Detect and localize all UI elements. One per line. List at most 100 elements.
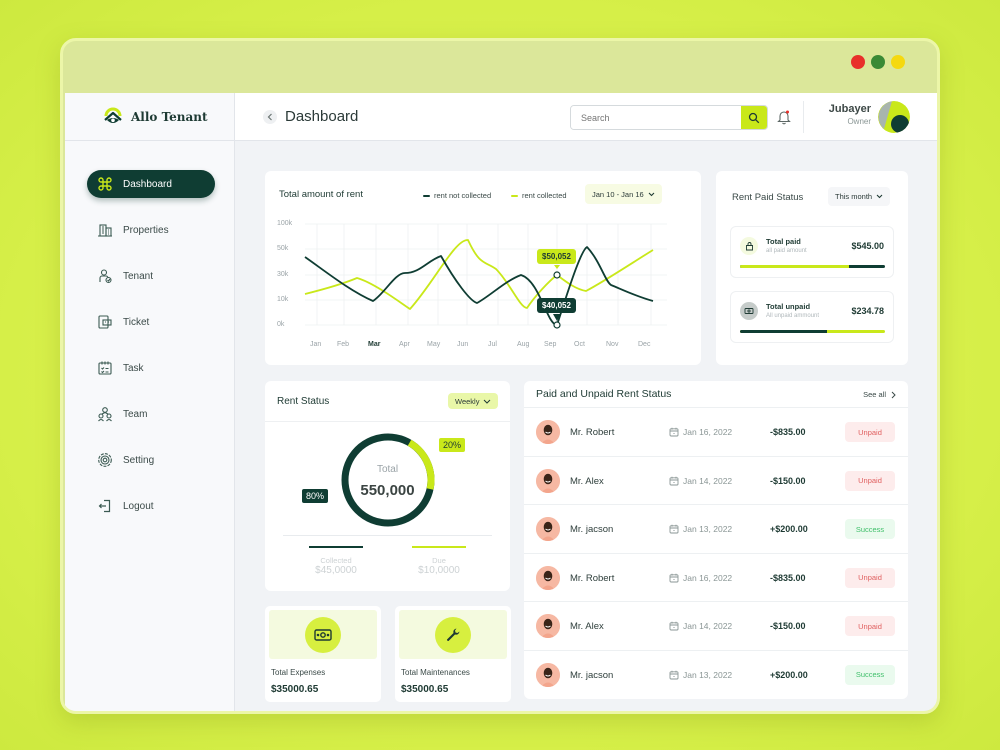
tenant-user-icon (99, 269, 112, 284)
sidebar-nav: Dashboard Properties Tenant (87, 170, 215, 538)
bag-icon-wrap (740, 237, 758, 255)
payment-date: Jan 14, 2022 (683, 621, 733, 631)
tenant-name: Mr. jacson (570, 669, 614, 681)
sidebar-item-ticket[interactable]: Ticket (87, 308, 215, 336)
cash-icon (744, 308, 754, 314)
app-container: Allo Tenant Dashboard Properties (65, 93, 937, 711)
avatar (536, 517, 560, 541)
series-rent-collected (304, 239, 654, 310)
series-rent-not-collected (304, 246, 654, 326)
total-paid-label: Total paid (766, 237, 801, 246)
back-button[interactable] (263, 109, 277, 124)
mini-card-banner (399, 610, 507, 659)
chevron-down-icon (648, 192, 655, 196)
period-value: This month (835, 192, 873, 201)
total-unpaid-amount: $234.78 (851, 306, 884, 316)
cash-icon-wrap (740, 302, 758, 320)
sidebar-item-logout[interactable]: Logout (87, 492, 215, 520)
rent-line-chart[interactable] (265, 171, 701, 365)
sidebar-item-task[interactable]: Task (87, 354, 215, 382)
sidebar-item-team[interactable]: Team (87, 400, 215, 428)
row-date: Jan 13, 2022 (669, 670, 732, 680)
collected-bar (309, 546, 363, 548)
date-range-select[interactable]: Jan 10 - Jan 16 (585, 184, 662, 204)
total-paid-sublabel: all paid amount (766, 248, 807, 254)
person-avatar-icon (536, 517, 560, 541)
payment-amount: -$150.00 (770, 621, 806, 631)
header-divider (803, 101, 804, 133)
rent-status-donut[interactable] (338, 430, 438, 530)
table-row[interactable]: Mr. jacson Jan 13, 2022 +$200.00 Success (524, 649, 908, 698)
payment-date: Jan 14, 2022 (683, 475, 733, 486)
sidebar-item-dashboard[interactable]: Dashboard (87, 170, 215, 198)
avatar (536, 565, 560, 590)
total-expenses-card[interactable]: Total Expenses $35000.65 (265, 606, 381, 702)
sidebar-item-setting[interactable]: Setting (87, 446, 215, 474)
search-input[interactable] (571, 106, 741, 129)
rent-status-period-select[interactable]: Weekly (448, 393, 499, 409)
table-row[interactable]: Mr. jacson Jan 13, 2022 +$200.00 Success (524, 504, 908, 552)
tenant-name: Mr. Robert (570, 427, 615, 438)
y-tick: 0k (277, 321, 285, 328)
collected-percent-badge: 80% (302, 489, 329, 503)
user-info[interactable]: Jubayer Owner (825, 103, 871, 126)
due-percent-badge: 20% (439, 438, 466, 452)
table-row[interactable]: Mr. Robert Jan 16, 2022 -$835.00 Unpaid (524, 407, 908, 455)
mini-card-value: $35000.65 (271, 684, 319, 695)
legend-swatch (423, 194, 430, 197)
table-row[interactable]: Mr. Alex Jan 14, 2022 -$150.00 Unpaid (524, 601, 908, 649)
chevron-down-icon (876, 194, 883, 199)
see-all-label: See all (863, 390, 886, 399)
close-window-dot[interactable] (851, 55, 865, 69)
payment-amount: -$835.00 (770, 572, 806, 583)
maximize-window-dot[interactable] (891, 55, 905, 69)
y-tick: 10k (277, 296, 289, 303)
page-title: Dashboard (285, 108, 359, 125)
chevron-left-icon (267, 113, 272, 120)
mini-card-icon-circle (435, 617, 471, 653)
status-badge: Unpaid (845, 470, 895, 491)
collected-value: $45,0000 (315, 565, 357, 576)
user-avatar[interactable] (878, 101, 910, 133)
point-marker (553, 321, 561, 329)
calendar-icon (669, 524, 679, 534)
avatar (536, 468, 560, 493)
x-tick: Aug (517, 341, 530, 348)
calendar-icon (669, 573, 679, 582)
status-badge: Unpaid (845, 616, 895, 636)
total-maintenances-card[interactable]: Total Maintenances $35000.65 (395, 606, 511, 702)
x-tick: Jul (488, 341, 497, 348)
mini-card-label: Total Maintenances (401, 668, 470, 677)
table-row[interactable]: Mr. Alex Jan 14, 2022 -$150.00 Unpaid (524, 455, 908, 504)
x-tick: Apr (399, 341, 410, 348)
minimize-window-dot[interactable] (871, 55, 885, 69)
brand-name: Allo Tenant (131, 109, 208, 124)
row-date: Jan 16, 2022 (669, 573, 732, 583)
sidebar-item-tenant[interactable]: Tenant (87, 262, 215, 290)
search-button[interactable] (741, 106, 767, 129)
brand-logo[interactable]: Allo Tenant (65, 93, 234, 141)
bag-icon (745, 241, 753, 250)
period-select[interactable]: This month (828, 187, 891, 206)
tenant-name: Mr. Alex (570, 475, 604, 487)
user-role: Owner (847, 117, 871, 126)
top-bar: Dashboard Jubayer Owner (235, 93, 937, 141)
chevron-right-icon (891, 391, 896, 398)
notification-button[interactable] (777, 109, 791, 130)
person-avatar-icon (536, 420, 560, 444)
sidebar-item-label: Team (123, 408, 148, 420)
card-header-divider (265, 421, 510, 422)
rent-paid-status-card: Rent Paid Status This month Total paid a… (716, 171, 908, 365)
collected-label: Collected (320, 556, 352, 565)
donut-total-label: Total (376, 464, 399, 475)
calendar-icon (669, 670, 679, 679)
settings-target-icon (98, 453, 112, 467)
see-all-link[interactable]: See all (863, 390, 896, 399)
ticket-icon (98, 315, 112, 329)
sidebar-item-properties[interactable]: Properties (87, 216, 215, 244)
x-axis-labels: Jan Feb Mar Apr May Jun Jul Aug Sep Oct … (265, 341, 701, 353)
rent-chart-card: Total amount of rent rent not collected … (265, 171, 701, 365)
avatar (536, 420, 560, 444)
table-row[interactable]: Mr. Robert Jan 16, 2022 -$835.00 Unpaid (524, 552, 908, 601)
mini-card-value: $35000.65 (401, 684, 449, 695)
